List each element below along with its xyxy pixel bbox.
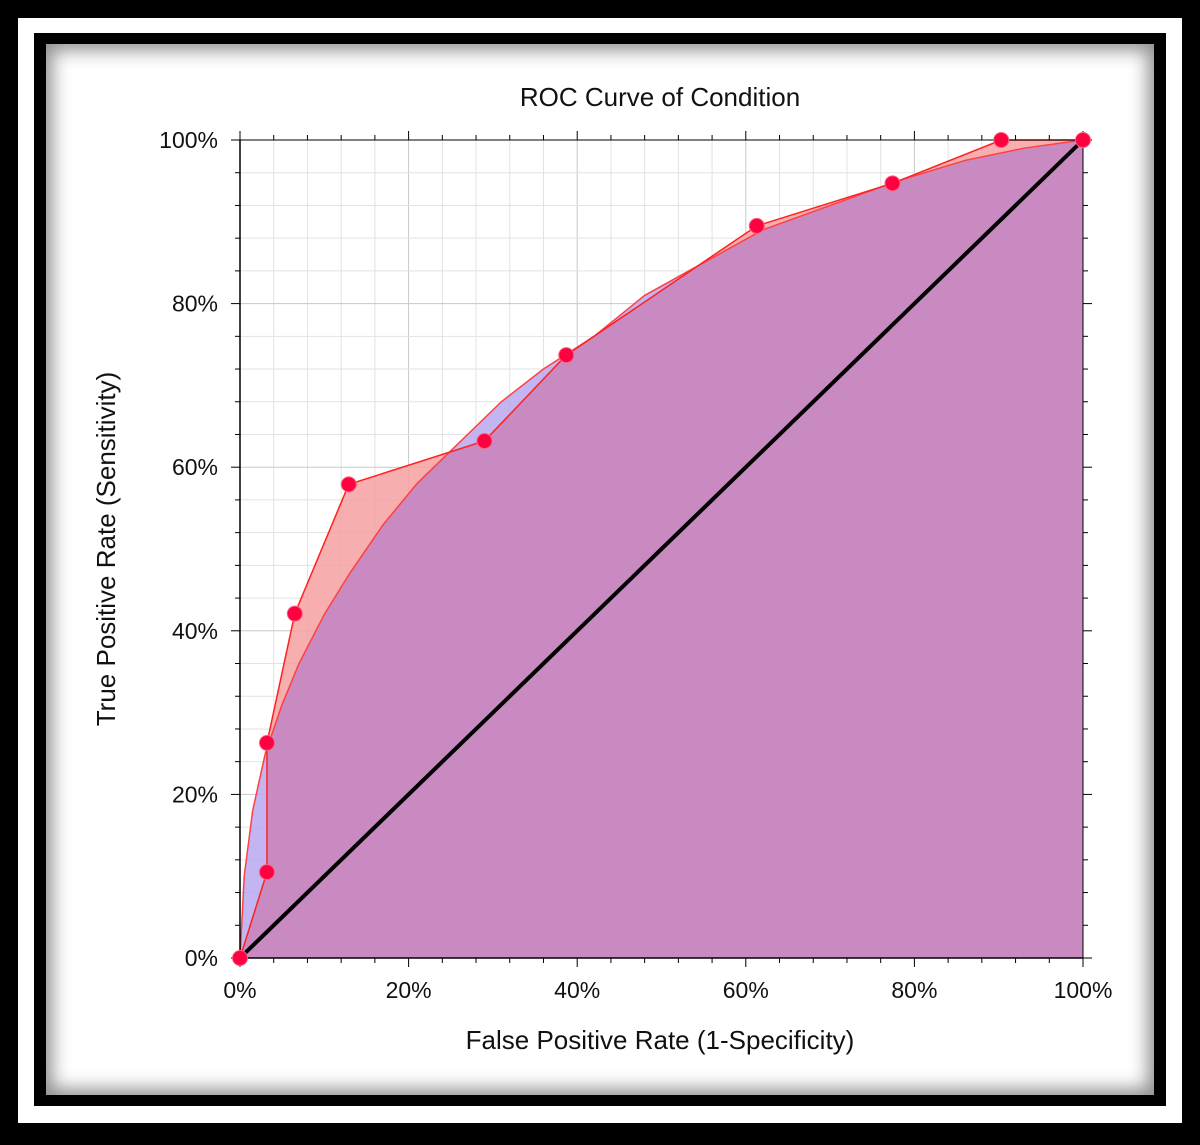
y-axis-title: True Positive Rate (Sensitivity) (91, 372, 121, 726)
y-tick-label: 100% (159, 127, 218, 153)
data-point (476, 433, 493, 450)
data-point (340, 476, 357, 493)
x-axis-title: False Positive Rate (1-Specificity) (466, 1025, 855, 1055)
chance-diagonal-line (238, 138, 1085, 960)
x-tick-label: 40% (554, 977, 600, 1003)
y-tick-label: 80% (172, 291, 218, 317)
data-point (884, 175, 901, 192)
x-tick-label: 60% (723, 977, 769, 1003)
data-point (258, 864, 275, 881)
y-tick-label: 60% (172, 454, 218, 480)
x-tick-label: 20% (386, 977, 432, 1003)
data-point-markers (232, 132, 1091, 966)
data-point (1075, 132, 1091, 148)
data-point (258, 734, 275, 751)
x-tick-label: 80% (891, 977, 937, 1003)
data-point (232, 950, 248, 966)
y-tick-label: 20% (172, 781, 218, 807)
y-tick-label: 0% (185, 945, 218, 971)
chart-title: ROC Curve of Condition (520, 82, 800, 112)
data-point (558, 347, 575, 364)
fitted-curve-line (239, 139, 1084, 959)
data-point (286, 605, 303, 622)
x-tick-labels: 0% 20% 40% 60% 80% 100% (223, 977, 1112, 1003)
y-tick-labels: 0% 20% 40% 60% 80% 100% (159, 127, 218, 971)
x-tick-label: 0% (223, 977, 256, 1003)
data-point (748, 217, 765, 234)
x-tick-label: 100% (1054, 977, 1113, 1003)
y-tick-label: 40% (172, 618, 218, 644)
axes (231, 131, 1092, 967)
data-point (993, 132, 1010, 148)
